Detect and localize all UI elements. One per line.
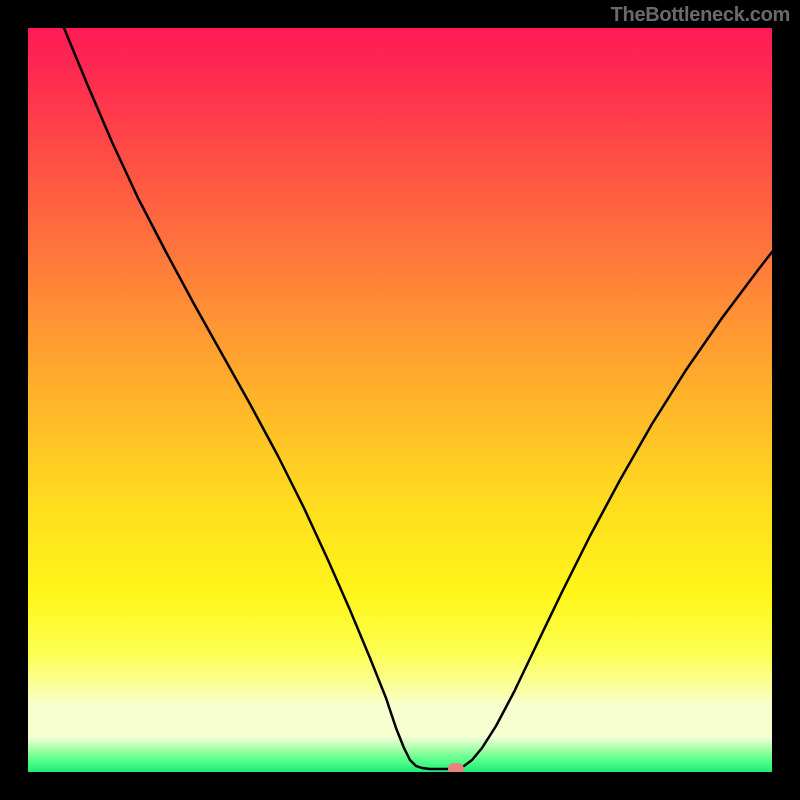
chart-frame: TheBottleneck.com (0, 0, 800, 800)
plot-area (28, 28, 772, 772)
optimum-marker (448, 763, 464, 772)
watermark-text: TheBottleneck.com (611, 4, 790, 27)
bottleneck-curve (28, 28, 772, 772)
